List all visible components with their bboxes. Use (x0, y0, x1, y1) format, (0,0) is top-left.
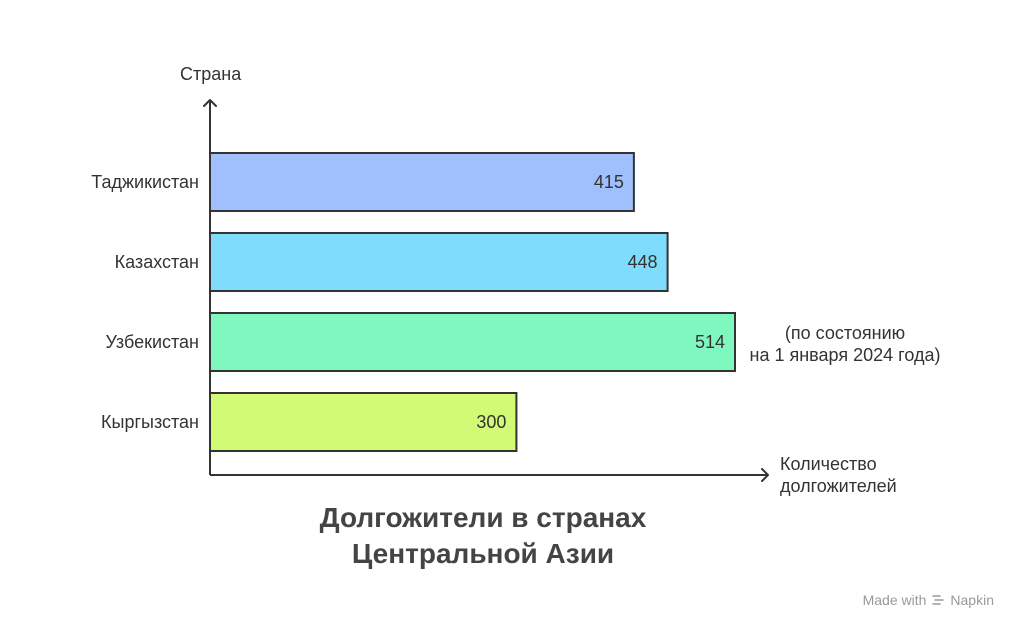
watermark-prefix: Made with (862, 592, 927, 608)
date-note-line-2: на 1 января 2024 года) (750, 345, 941, 365)
bar (209, 312, 736, 372)
chart-title: Долгожители в странах Центральной Азии (0, 500, 966, 572)
category-tick-label: Казахстан (115, 252, 199, 272)
x-axis-title-line-1: Количество (780, 454, 877, 474)
made-with-napkin-watermark: Made with Napkin (863, 592, 994, 608)
chart-title-line-1: Долгожители в странах (319, 502, 647, 533)
bar (209, 232, 669, 292)
watermark-brand: Napkin (950, 592, 994, 608)
category-tick-label: Узбекистан (105, 332, 199, 352)
bar-value-label: 300 (476, 412, 506, 432)
bar (209, 392, 518, 452)
category-tick-label: Таджикистан (91, 172, 199, 192)
bar-value-label: 448 (628, 252, 658, 272)
bars: 415 Таджикистан 448 Казахстан 514 Узбекистан 3… (91, 152, 736, 452)
bar-value-label: 415 (594, 172, 624, 192)
bar (209, 152, 635, 212)
chart-title-line-2: Центральной Азии (351, 538, 615, 569)
y-axis-title: Страна (180, 64, 242, 84)
napkin-logo-icon (932, 595, 945, 605)
x-axis-title-line-2: долгожителей (780, 476, 897, 496)
date-note-line-1: (по состоянию (785, 323, 905, 343)
category-tick-label: Кыргызстан (101, 412, 199, 432)
bar-value-label: 514 (695, 332, 725, 352)
